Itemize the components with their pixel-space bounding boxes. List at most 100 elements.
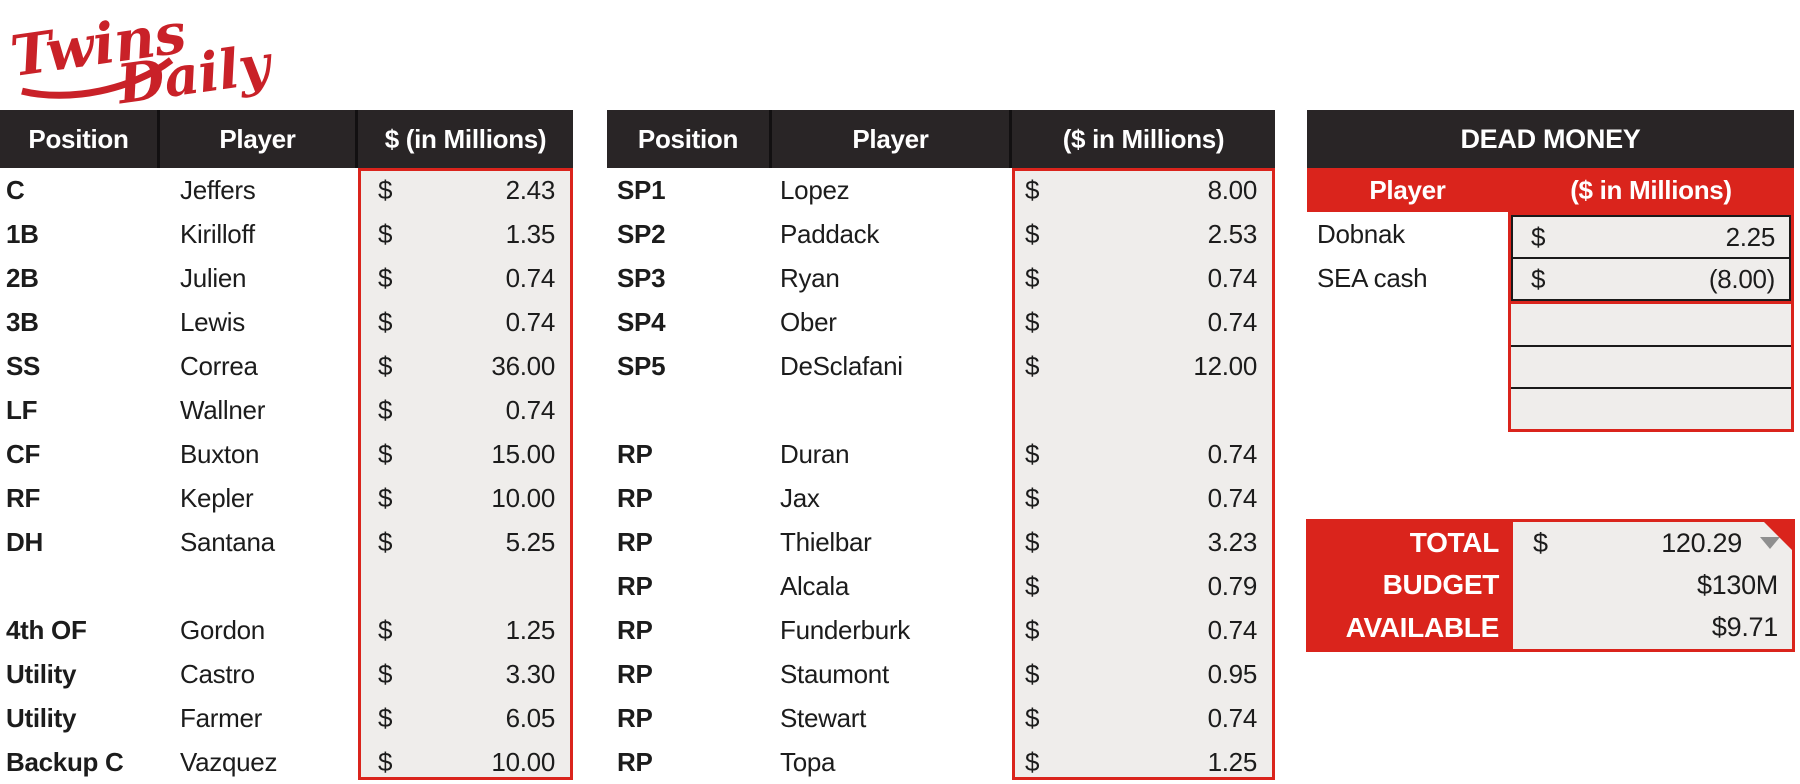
dollar-sign: $ [1531, 263, 1546, 294]
salary-cell: $0.74 [1012, 483, 1275, 514]
table-row: SS Correa $36.00 [0, 344, 573, 388]
summary-budget-row: $130M [1513, 564, 1792, 606]
table-row: C Jeffers $2.43 [0, 168, 573, 212]
salary-cell: $1.25 [1012, 747, 1275, 778]
table-row: SP1 Lopez $8.00 [607, 168, 1275, 212]
player-cell: Kepler [180, 482, 254, 513]
salary-amount: 8.00 [1207, 174, 1258, 205]
player-cell: Ober [780, 306, 837, 337]
summary-budget-value: $130M [1696, 569, 1778, 600]
dollar-sign: $ [378, 746, 393, 777]
salary-cell: $3.23 [1012, 527, 1275, 558]
table-row: RF Kepler $10.00 [0, 476, 573, 520]
salary-amount: 10.00 [491, 482, 555, 513]
salary-amount: 10.00 [491, 746, 555, 777]
salary-cell: $2.53 [1012, 219, 1275, 250]
dollar-sign: $ [1531, 221, 1546, 252]
position-cell: LF [6, 394, 38, 425]
salary-cell: $0.74 [1012, 615, 1275, 646]
player-cell: DeSclafani [780, 350, 903, 381]
salary-cell: $36.00 [358, 351, 573, 382]
table-row: 1B Kirilloff $1.35 [0, 212, 573, 256]
salary-amount: 6.05 [505, 702, 556, 733]
salary-cell: $0.74 [1012, 263, 1275, 294]
pitching-header-player: Player [772, 110, 1012, 168]
dead-money-amount: (8.00) [1708, 263, 1775, 294]
dollar-sign: $ [1025, 438, 1040, 469]
dollar-sign: $ [378, 702, 393, 733]
dollar-sign: $ [378, 218, 393, 249]
dollar-sign: $ [378, 658, 393, 689]
salary-amount: 2.53 [1207, 218, 1258, 249]
player-cell: Buxton [180, 438, 260, 469]
table-row: Backup C Vazquez $10.00 [0, 740, 573, 784]
salary-amount: 3.23 [1207, 526, 1258, 557]
salary-cell: $0.95 [1012, 659, 1275, 690]
table-row: 3B Lewis $0.74 [0, 300, 573, 344]
player-cell: Alcala [780, 570, 850, 601]
position-cell: 1B [6, 218, 39, 249]
roster-header-salary: $ (in Millions) [384, 123, 547, 154]
salary-amount: 1.25 [505, 614, 556, 645]
position-cell: SP2 [617, 218, 666, 249]
summary-total-value: 120.29 [1661, 527, 1742, 558]
roster-header-player: Player [160, 110, 358, 168]
table-row-blank [607, 388, 1275, 432]
salary-amount: 1.35 [505, 218, 556, 249]
position-cell: SP1 [617, 174, 666, 205]
player-cell: Correa [180, 350, 258, 381]
player-cell: Castro [180, 658, 255, 689]
dead-money-header-salary: ($ in Millions) [1570, 174, 1732, 205]
dead-money-player-list: Dobnak SEA cash [1307, 212, 1508, 300]
position-cell: 2B [6, 262, 39, 293]
player-cell: Duran [780, 438, 850, 469]
position-cell: SP3 [617, 262, 666, 293]
dollar-sign: $ [1025, 658, 1040, 689]
player-cell: Stewart [780, 702, 867, 733]
table-row: SP3 Ryan $0.74 [607, 256, 1275, 300]
summary-labels: TOTAL BUDGET AVAILABLE [1309, 522, 1513, 649]
position-cell: 3B [6, 306, 39, 337]
table-row: RP Jax $0.74 [607, 476, 1275, 520]
player-cell: Gordon [180, 614, 265, 645]
dollar-sign: $ [1025, 482, 1040, 513]
player-cell: Funderburk [780, 614, 910, 645]
position-cell: RP [617, 482, 653, 513]
salary-amount: 0.74 [505, 262, 556, 293]
salary-amount: 0.74 [1207, 262, 1258, 293]
salary-amount: 3.30 [505, 658, 556, 689]
table-row: RP Stewart $0.74 [607, 696, 1275, 740]
player-cell: Thielbar [780, 526, 872, 557]
table-row: Utility Farmer $6.05 [0, 696, 573, 740]
position-cell: RF [6, 482, 41, 513]
salary-cell: $1.25 [358, 615, 573, 646]
player-cell: Wallner [180, 394, 266, 425]
summary-available-value: $9.71 [1711, 612, 1778, 643]
salary-cell: $5.25 [358, 527, 573, 558]
salary-amount: 36.00 [491, 350, 555, 381]
pitching-table-body: SP1 Lopez $8.00 SP2 Paddack $2.53 SP3 Ryan $0.… [607, 168, 1275, 784]
player-cell: Lewis [180, 306, 245, 337]
dollar-sign: $ [378, 394, 393, 425]
salary-cell: $10.00 [358, 483, 573, 514]
position-cell: CF [6, 438, 41, 469]
summary-label-available: AVAILABLE [1345, 611, 1500, 643]
table-row: RP Topa $1.25 [607, 740, 1275, 784]
pitching-header-salary: ($ in Millions) [1062, 123, 1225, 154]
salary-amount: 15.00 [491, 438, 555, 469]
dollar-sign: $ [378, 482, 393, 513]
dead-money-empty-cell [1511, 389, 1791, 429]
salary-cell: $0.74 [358, 263, 573, 294]
dollar-sign: $ [1025, 218, 1040, 249]
salary-amount: 12.00 [1193, 350, 1257, 381]
table-row: DH Santana $5.25 [0, 520, 573, 564]
salary-cell: $0.74 [1012, 703, 1275, 734]
salary-cell: $1.35 [358, 219, 573, 250]
salary-cell: $12.00 [1012, 351, 1275, 382]
position-cell: RP [617, 438, 653, 469]
dollar-sign: $ [378, 174, 393, 205]
pitching-salary-column-frame [1012, 168, 1275, 780]
salary-cell: $8.00 [1012, 175, 1275, 206]
salary-cell: $0.74 [358, 395, 573, 426]
